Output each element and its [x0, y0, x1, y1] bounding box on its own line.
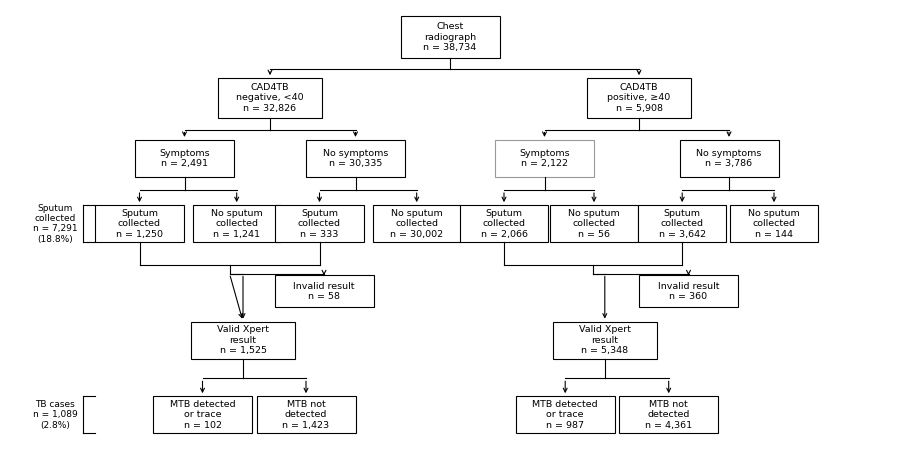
FancyBboxPatch shape: [553, 322, 657, 359]
Text: Sputum
collected
n = 2,066: Sputum collected n = 2,066: [481, 209, 527, 239]
FancyBboxPatch shape: [516, 396, 615, 433]
Text: Sputum
collected
n = 333: Sputum collected n = 333: [298, 209, 341, 239]
FancyBboxPatch shape: [373, 205, 461, 242]
FancyBboxPatch shape: [550, 205, 638, 242]
FancyBboxPatch shape: [495, 140, 594, 177]
FancyBboxPatch shape: [95, 205, 184, 242]
FancyBboxPatch shape: [193, 205, 281, 242]
Text: Invalid result
n = 58: Invalid result n = 58: [293, 281, 355, 301]
FancyBboxPatch shape: [587, 78, 691, 117]
Text: Sputum
collected
n = 1,250: Sputum collected n = 1,250: [116, 209, 163, 239]
FancyBboxPatch shape: [730, 205, 818, 242]
FancyBboxPatch shape: [274, 275, 374, 307]
FancyBboxPatch shape: [638, 205, 726, 242]
Text: Valid Xpert
result
n = 1,525: Valid Xpert result n = 1,525: [217, 325, 269, 355]
FancyBboxPatch shape: [400, 16, 500, 58]
FancyBboxPatch shape: [619, 396, 718, 433]
Text: CAD4TB
positive, ≥40
n = 5,908: CAD4TB positive, ≥40 n = 5,908: [608, 83, 670, 113]
Text: MTB detected
or trace
n = 102: MTB detected or trace n = 102: [170, 400, 235, 430]
Text: No symptoms
n = 3,786: No symptoms n = 3,786: [697, 149, 761, 168]
FancyBboxPatch shape: [192, 322, 295, 359]
Text: MTB not
detected
n = 4,361: MTB not detected n = 4,361: [645, 400, 692, 430]
FancyBboxPatch shape: [153, 396, 252, 433]
Text: No symptoms
n = 30,335: No symptoms n = 30,335: [323, 149, 388, 168]
Text: MTB detected
or trace
n = 987: MTB detected or trace n = 987: [533, 400, 598, 430]
Text: No sputum
collected
n = 144: No sputum collected n = 144: [748, 209, 800, 239]
Text: Sputum
collected
n = 7,291
(18.8%): Sputum collected n = 7,291 (18.8%): [32, 204, 77, 244]
Text: MTB not
detected
n = 1,423: MTB not detected n = 1,423: [283, 400, 329, 430]
Text: CAD4TB
negative, <40
n = 32,826: CAD4TB negative, <40 n = 32,826: [236, 83, 304, 113]
Text: Sputum
collected
n = 3,642: Sputum collected n = 3,642: [659, 209, 706, 239]
FancyBboxPatch shape: [256, 396, 356, 433]
Text: Symptoms
n = 2,491: Symptoms n = 2,491: [159, 149, 210, 168]
FancyBboxPatch shape: [135, 140, 234, 177]
Text: Chest
radiograph
n = 38,734: Chest radiograph n = 38,734: [423, 22, 477, 52]
Text: TB cases
n = 1,089
(2.8%): TB cases n = 1,089 (2.8%): [32, 400, 77, 430]
FancyBboxPatch shape: [218, 78, 322, 117]
Text: Invalid result
n = 360: Invalid result n = 360: [658, 281, 719, 301]
FancyBboxPatch shape: [460, 205, 548, 242]
FancyBboxPatch shape: [680, 140, 778, 177]
FancyBboxPatch shape: [639, 275, 738, 307]
FancyBboxPatch shape: [275, 205, 364, 242]
Text: No sputum
collected
n = 30,002: No sputum collected n = 30,002: [390, 209, 444, 239]
Text: Symptoms
n = 2,122: Symptoms n = 2,122: [519, 149, 570, 168]
Text: Valid Xpert
result
n = 5,348: Valid Xpert result n = 5,348: [579, 325, 631, 355]
Text: No sputum
collected
n = 1,241: No sputum collected n = 1,241: [211, 209, 263, 239]
Text: No sputum
collected
n = 56: No sputum collected n = 56: [568, 209, 620, 239]
FancyBboxPatch shape: [306, 140, 405, 177]
